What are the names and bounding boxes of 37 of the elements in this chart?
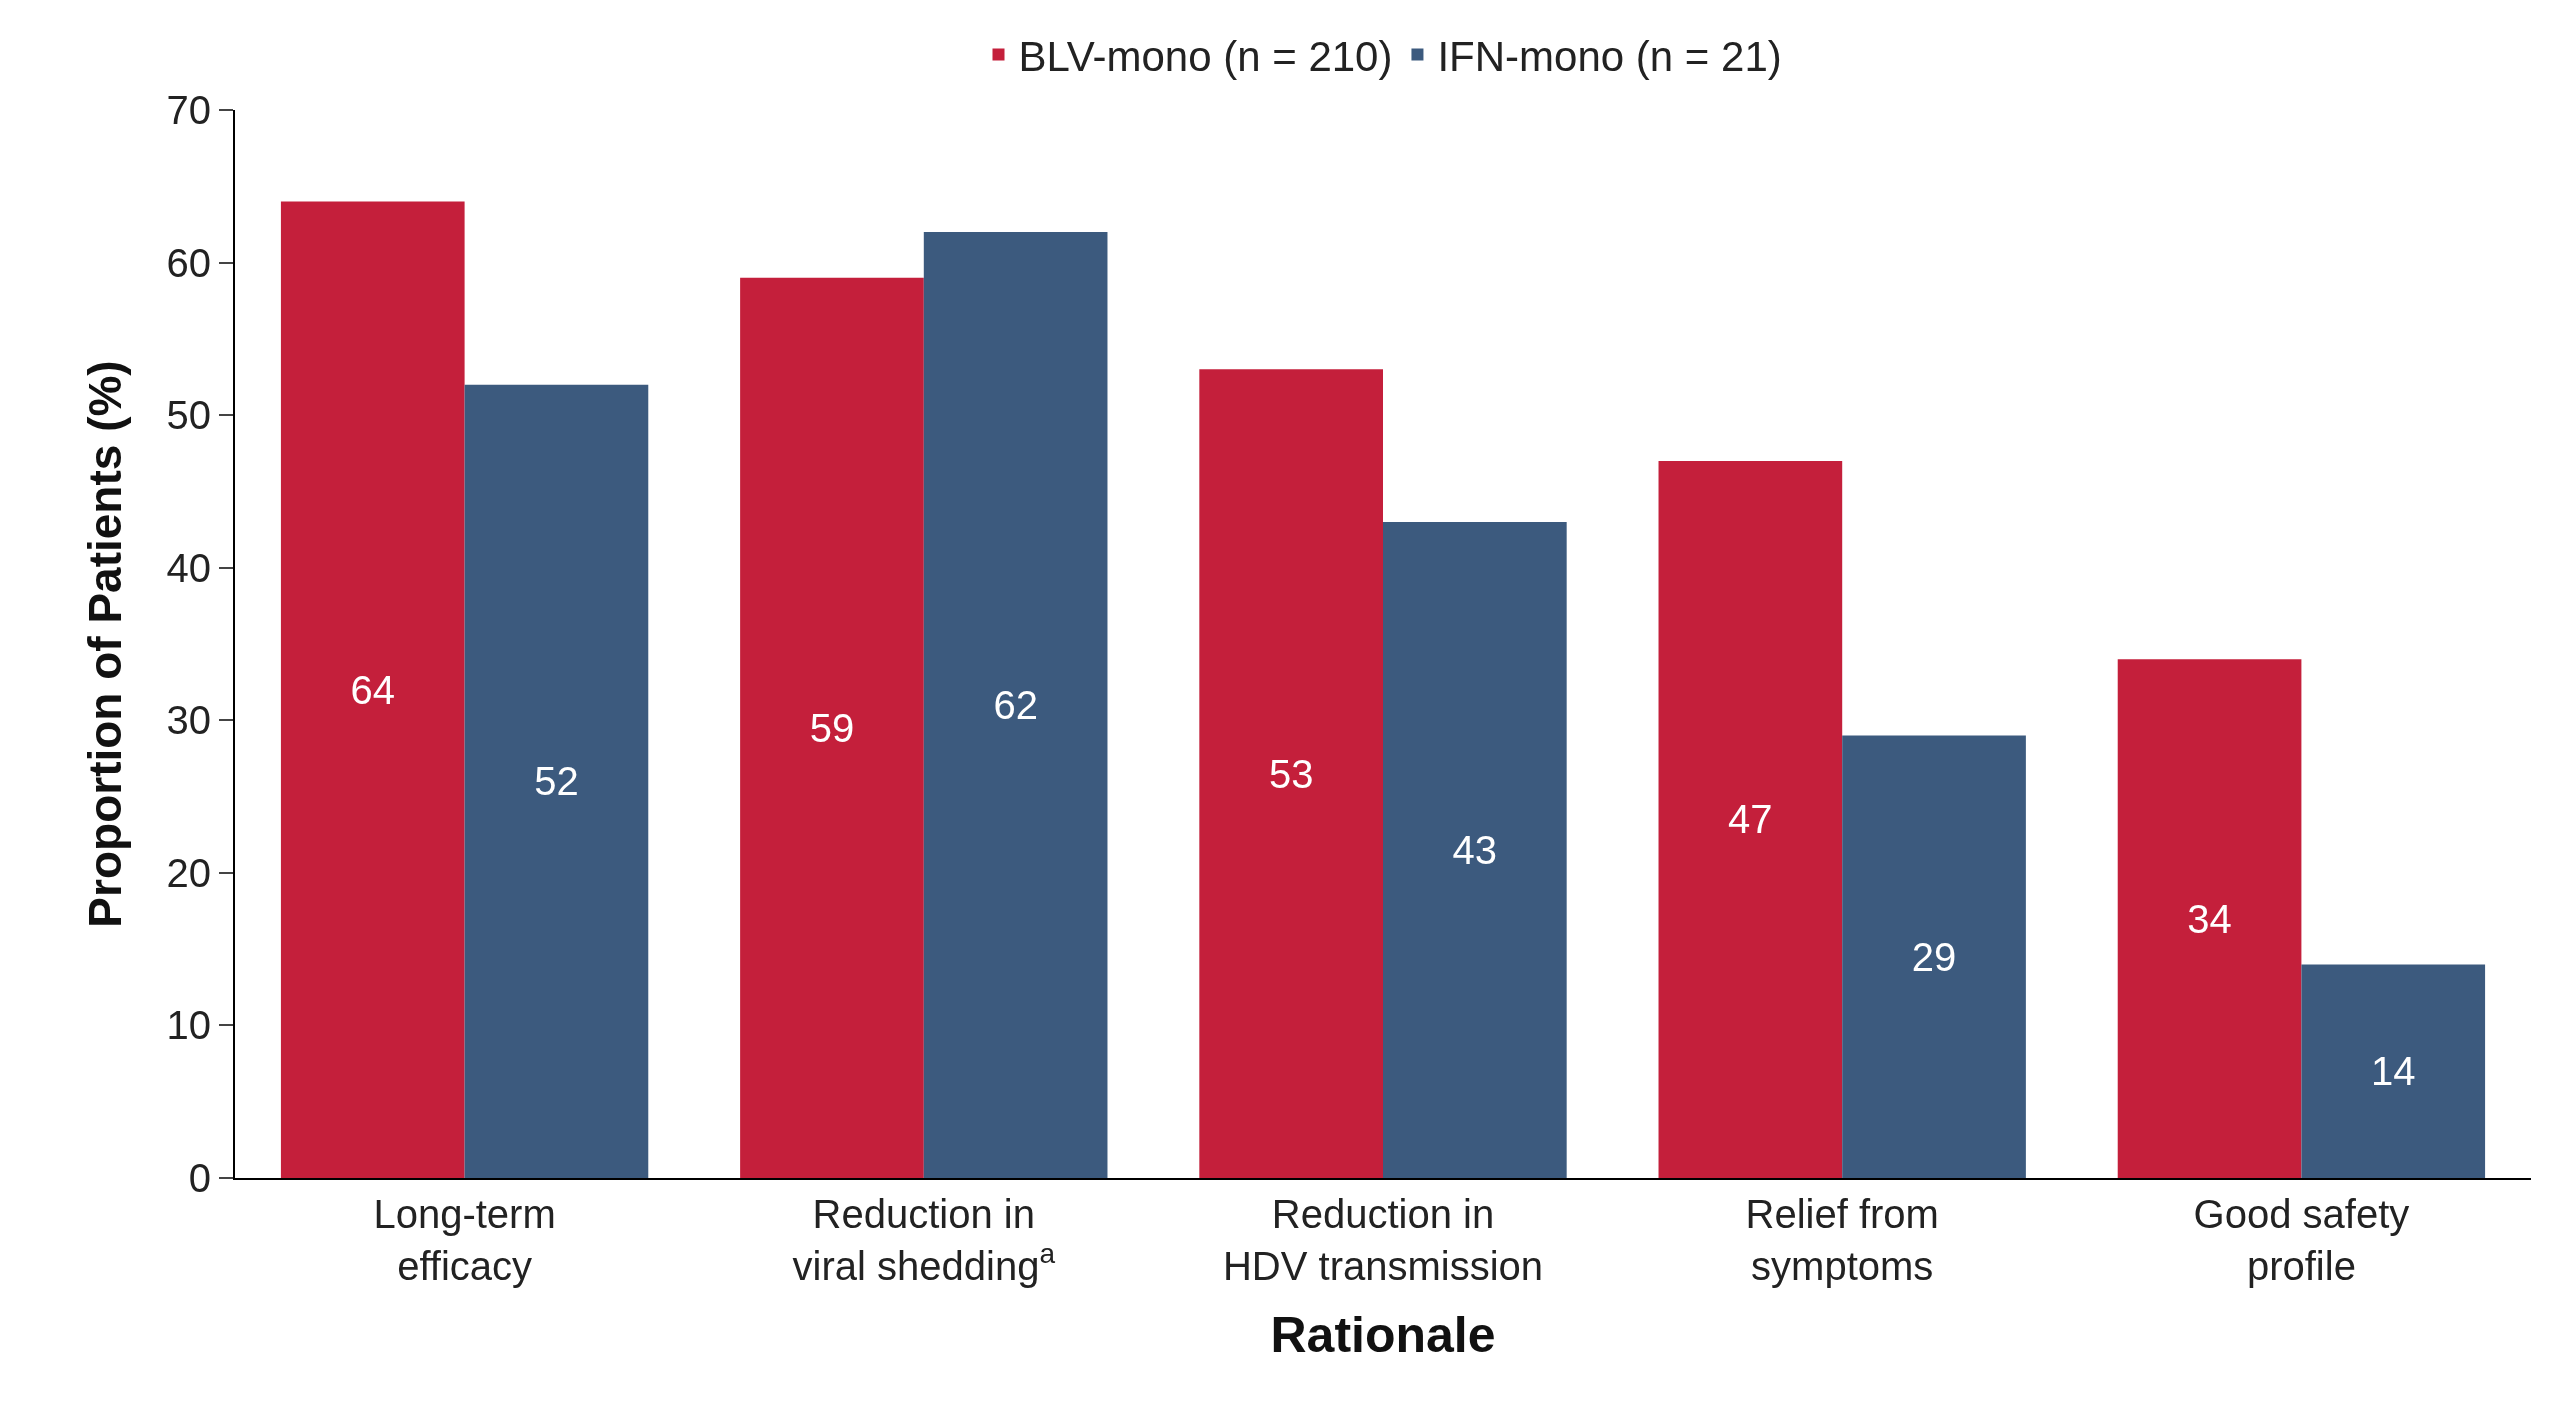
x-tick-label: Long-term efficacy	[373, 1192, 556, 1288]
bar	[1383, 521, 1567, 1178]
x-axis-title: Rationale	[1270, 1307, 1496, 1363]
y-tick-label: 40	[166, 545, 211, 590]
bar	[2117, 659, 2302, 1178]
data-label: 43	[1452, 827, 1498, 872]
bar	[1842, 735, 2026, 1178]
x-tick-label: Reduction in viral shedding$^{a}$	[792, 1192, 1056, 1288]
data-label: 53	[1268, 751, 1314, 796]
y-tick-label: 0	[188, 1156, 211, 1200]
x-tick-label: Reduction in HDV transmission	[1222, 1192, 1544, 1288]
data-label: 59	[809, 705, 855, 750]
x-tick-label: Good safety profile	[2193, 1192, 2410, 1288]
data-label: 64	[350, 667, 396, 712]
data-label: 47	[1728, 797, 1773, 842]
bar	[740, 277, 924, 1178]
bar	[280, 201, 465, 1178]
x-tick-label: Relief from symptoms	[1745, 1192, 1939, 1288]
y-tick-label: 30	[166, 698, 211, 743]
data-label: 52	[534, 759, 579, 804]
y-tick-label: 70	[166, 88, 211, 132]
bar	[1658, 460, 1843, 1178]
y-tick-label: 60	[166, 240, 211, 285]
y-tick-label: 20	[166, 850, 211, 895]
bar	[2301, 964, 2486, 1178]
bar	[923, 232, 1108, 1178]
data-label: 62	[993, 683, 1038, 728]
legend-label: IFN-mono (n = 21)	[1437, 32, 1782, 80]
data-label: 29	[1911, 934, 1957, 979]
y-tick-label: 50	[166, 393, 211, 438]
legend-label: BLV-mono (n = 210)	[1018, 32, 1393, 80]
y-axis-title: Proportion of Patients (%)	[79, 360, 132, 928]
data-label: 14	[2370, 1049, 2416, 1094]
data-label: 34	[2187, 896, 2232, 941]
bar	[464, 384, 649, 1178]
y-tick-label: 10	[166, 1003, 211, 1048]
bar	[1199, 369, 1383, 1178]
